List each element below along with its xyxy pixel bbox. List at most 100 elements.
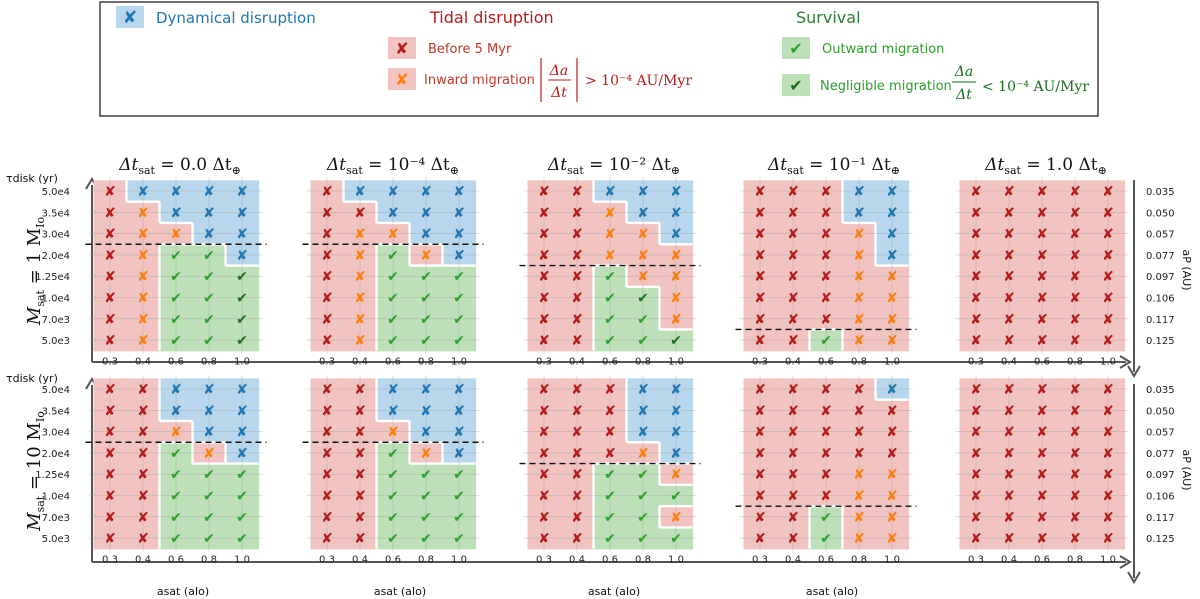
region-cell <box>1058 420 1093 443</box>
marker-B: ✘ <box>137 184 149 200</box>
x-tick-label: 0.3 <box>968 554 984 565</box>
legend-inward-swatch <box>388 68 416 90</box>
marker-R: ✘ <box>853 403 865 419</box>
marker-B: ✘ <box>670 227 682 243</box>
legend-inward-label: Inward migration <box>424 73 535 88</box>
legend-before-swatch <box>388 37 416 59</box>
marker-O: ✘ <box>886 489 898 505</box>
marker-R: ✘ <box>787 248 799 264</box>
panel-0-1: ✘ ✘ ✘ ✘ ✘ ✘ ✘ ✘ ✘ ✘ ✘ ✘ ✘ ✘ ✘ ✘ ✘ ✔ ✘ ✘ ✘ ✘ ✔ ✔ ✔ ✘ ✘ ✔ ✔ ✔ ✘ ✘ ✔ ✔ ✔ ✘ ✘ ✔ ✔ ✔ <box>302 177 484 354</box>
marker-O: ✘ <box>137 291 149 307</box>
marker-R: ✘ <box>321 403 333 419</box>
legend-inward-formula: > 10⁻⁴ AU/Myr <box>585 73 692 89</box>
marker-G: ✔ <box>170 467 182 483</box>
marker-R: ✘ <box>1003 184 1015 200</box>
marker-R: ✘ <box>754 531 766 547</box>
marker-O: ✘ <box>670 248 682 264</box>
marker-R: ✘ <box>571 227 583 243</box>
marker-R: ✘ <box>137 446 149 462</box>
marker-B: ✘ <box>203 403 215 419</box>
y-tick-label: 5.0e3 <box>42 336 70 347</box>
x-tick-label: 1.0 <box>1100 554 1116 565</box>
y-tick-label: 5.0e4 <box>42 385 70 396</box>
marker-O: ✘ <box>387 227 399 243</box>
ap-tick-label: 0.057 <box>1146 428 1175 439</box>
marker-R: ✘ <box>1003 269 1015 285</box>
ap-tick-label: 0.077 <box>1146 449 1175 460</box>
right-axis-title-bottom: aP (AU) <box>1180 449 1193 490</box>
y-axis-title-top: τdisk (yr) <box>6 172 58 185</box>
marker-R: ✘ <box>853 382 865 398</box>
marker-R: ✘ <box>1003 510 1015 526</box>
y-axis-title-bottom: τdisk (yr) <box>6 372 58 385</box>
marker-G: ✔ <box>604 312 616 328</box>
marker-R: ✘ <box>538 227 550 243</box>
marker-O: ✘ <box>670 291 682 307</box>
panel-0-4: ✘ ✘ ✘ ✘ ✘ ✘ ✘ ✘ ✘ ✘ ✘ ✘ ✘ ✘ ✘ ✘ ✘ ✘ ✘ ✘ ✘ ✘ ✘ ✘ ✘ ✘ ✘ ✘ ✘ ✘ ✘ ✘ ✘ ✘ ✘ ✘ ✘ ✘ ✘ ✘ <box>955 177 1129 354</box>
panels: ✘ ✘ ✘ ✘ ✘ ✘ ✘ ✘ ✘ ✘ ✘ ✘ ✘ ✘ ✘ ✘ ✘ ✔ ✔ ✘ ✘ ✘ ✔ ✔ ✔ ✘ ✘ ✔ ✔ ✔ ✘ ✘ ✔ ✔ ✔ ✘ ✘ ✔ ✔ ✔… <box>85 177 1129 552</box>
marker-R: ✘ <box>1003 531 1015 547</box>
x-tick-label: 0.4 <box>135 554 151 565</box>
marker-R: ✘ <box>754 467 766 483</box>
marker-R: ✘ <box>104 205 116 221</box>
marker-R: ✘ <box>787 510 799 526</box>
marker-B: ✘ <box>637 382 649 398</box>
marker-G: ✔ <box>236 489 248 505</box>
marker-R: ✘ <box>571 184 583 200</box>
marker-R: ✘ <box>754 403 766 419</box>
marker-R: ✘ <box>1069 184 1081 200</box>
marker-R: ✘ <box>137 425 149 441</box>
panel-1-2: ✘ ✘ ✘ ✘ ✘ ✘ ✘ ✘ ✘ ✘ ✘ ✘ ✘ ✘ ✘ ✘ ✘ ✘ ✘ ✘ ✘ ✘ ✔ ✔ ✘ ✘ ✘ ✔ ✔ ✔ ✘ ✘ ✔ ✔ ✘ ✘ ✘ ✔ ✔ ✔ <box>519 375 701 552</box>
x-tick-label: 0.3 <box>536 356 552 367</box>
marker-B: ✘ <box>387 184 399 200</box>
region-cell <box>1025 527 1060 550</box>
marker-R: ✘ <box>1003 382 1015 398</box>
marker-R: ✘ <box>137 382 149 398</box>
x-tick-label: 0.4 <box>785 356 801 367</box>
marker-R: ✘ <box>820 382 832 398</box>
marker-R: ✘ <box>104 291 116 307</box>
marker-R: ✘ <box>571 531 583 547</box>
marker-G: ✔ <box>387 291 399 307</box>
marker-R: ✘ <box>1003 403 1015 419</box>
marker-R: ✘ <box>1003 333 1015 349</box>
x-tick-label: 0.8 <box>851 554 867 565</box>
marker-R: ✘ <box>754 446 766 462</box>
marker-R: ✘ <box>1102 291 1114 307</box>
marker-B: ✘ <box>203 205 215 221</box>
marker-R: ✘ <box>1003 291 1015 307</box>
marker-G: ✔ <box>604 510 616 526</box>
marker-G: ✔ <box>637 333 649 349</box>
marker-R: ✘ <box>538 467 550 483</box>
marker-R: ✘ <box>970 489 982 505</box>
marker-G: ✔ <box>604 489 616 505</box>
marker-O: ✘ <box>354 312 366 328</box>
marker-R: ✘ <box>1069 248 1081 264</box>
marker-G: ✔ <box>387 489 399 505</box>
marker-R: ✘ <box>1036 291 1048 307</box>
marker-R: ✘ <box>538 510 550 526</box>
marker-R: ✘ <box>1069 333 1081 349</box>
marker-R: ✘ <box>1102 227 1114 243</box>
region-cell <box>93 442 128 465</box>
region-cell <box>93 527 128 550</box>
marker-G: ✔ <box>637 489 649 505</box>
marker-R: ✘ <box>538 531 550 547</box>
marker-R: ✘ <box>354 425 366 441</box>
marker-B: ✘ <box>236 403 248 419</box>
marker-O: ✘ <box>420 446 432 462</box>
region-cell <box>1091 420 1126 443</box>
legend-negligible-swatch <box>782 74 810 96</box>
marker-G: ✔ <box>387 510 399 526</box>
marker-R: ✘ <box>754 312 766 328</box>
marker-R: ✘ <box>970 227 982 243</box>
marker-B: ✘ <box>853 184 865 200</box>
marker-O: ✘ <box>670 510 682 526</box>
marker-G: ✔ <box>387 248 399 264</box>
marker-G: ✔ <box>236 510 248 526</box>
marker-G: ✔ <box>604 467 616 483</box>
marker-R: ✘ <box>1069 510 1081 526</box>
marker-R: ✘ <box>787 489 799 505</box>
marker-R: ✘ <box>104 510 116 526</box>
region-cell <box>1091 442 1126 465</box>
